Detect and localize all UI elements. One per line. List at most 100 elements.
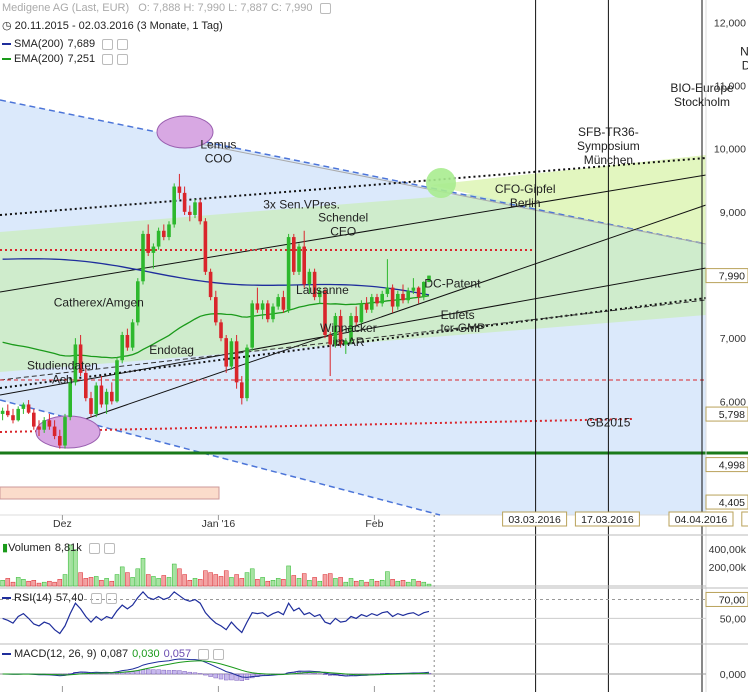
sma-swatch (2, 43, 11, 46)
settings-icon[interactable] (90, 592, 102, 604)
event-date-box (502, 511, 568, 527)
candle (42, 417, 46, 433)
candle (151, 243, 156, 269)
candle (172, 183, 176, 228)
candle-body (156, 230, 161, 247)
settings-icon[interactable] (102, 38, 114, 50)
event-date-label: 03.03.2016 (508, 514, 561, 526)
event-date-box (741, 511, 748, 527)
annotation-label: Eufets (441, 308, 475, 322)
rsi-legend[interactable]: RSI(14) 57,40 (2, 592, 117, 605)
volume-bar (239, 578, 245, 587)
candle-body (240, 382, 244, 399)
candle (68, 379, 72, 421)
price-pill: 5,798 (705, 406, 748, 422)
event-date-box (668, 511, 734, 527)
macd-hist-bar (99, 673, 104, 675)
macd-legend[interactable]: MACD(12, 26, 9) 0,087 0,030 0,057 (2, 648, 225, 661)
annotation-label: COO (205, 152, 232, 166)
candle (427, 275, 431, 283)
settings-icon[interactable] (198, 648, 210, 660)
macd-hist-bar (166, 670, 172, 675)
volume-bar (130, 577, 135, 587)
settings-icon[interactable] (102, 53, 114, 65)
volume-bar (411, 579, 416, 587)
volume-bar (41, 581, 47, 587)
candle (120, 331, 124, 364)
volume-bar (10, 581, 16, 587)
y-tick-label: 10,000 (714, 144, 746, 156)
macd-hist-bar (140, 669, 146, 675)
candle (167, 221, 171, 241)
sma-value: 7,689 (67, 38, 96, 50)
settings-icon[interactable] (88, 542, 100, 554)
annotation-label: GB2015 (586, 416, 630, 430)
volume-bar (57, 579, 63, 587)
volume-bar (47, 580, 52, 587)
volume-bar (353, 580, 359, 587)
close-icon[interactable] (213, 648, 225, 660)
volume-bar (208, 572, 213, 587)
candle-body (396, 293, 400, 307)
candle (359, 300, 364, 326)
settings-icon[interactable] (319, 2, 331, 14)
candle (307, 268, 312, 294)
close-icon[interactable] (117, 38, 129, 50)
volume-bar (5, 578, 11, 587)
candle (110, 382, 114, 405)
volume-bar (88, 577, 94, 587)
volume-bar (78, 572, 83, 587)
close-icon[interactable] (103, 542, 115, 554)
candle (188, 205, 192, 222)
candle (162, 224, 166, 241)
annotation-label: Lemus (200, 138, 236, 152)
volume-bar (421, 581, 427, 587)
candle-body (58, 436, 62, 446)
volume-bar (104, 578, 109, 587)
hist-value: 0,057 (163, 648, 192, 660)
volume-bar (359, 580, 364, 587)
candle-body (26, 404, 31, 413)
candle (63, 413, 67, 449)
candle-body (162, 230, 166, 238)
rsi-line (2, 591, 430, 635)
event-date-pill: 18.04.2016 (741, 511, 748, 527)
volume-bar (400, 580, 406, 587)
candle (26, 400, 31, 414)
volume-bar (379, 580, 385, 587)
candle (390, 284, 395, 313)
volume-bar (229, 577, 234, 587)
period-text: 20.11.2015 - 02.03.2016 (3 Monate, 1 Tag… (14, 20, 223, 32)
candle (136, 278, 140, 326)
candle (203, 218, 208, 275)
volume-bar (182, 574, 187, 587)
annotation-label: SFB-TR36- (578, 125, 639, 139)
price-pill-label: 7,990 (719, 271, 745, 283)
macd-hist-bar (156, 669, 161, 675)
legend-ema[interactable]: EMA(200) 7,251 (2, 53, 129, 66)
candle-body (281, 297, 286, 310)
volume-legend[interactable]: ▮Volumen 8,81k (2, 542, 115, 555)
macd-hist-bar (218, 673, 224, 680)
volume-bar (296, 578, 302, 587)
macd-hist-bar (171, 670, 177, 675)
volume-bar (275, 578, 281, 587)
level-red-dotted-lower (0, 418, 633, 433)
candle (99, 376, 104, 408)
candle (146, 224, 150, 257)
candle-body (120, 334, 124, 361)
candle-body (84, 372, 88, 399)
trendline-black-dotted-upper (0, 157, 707, 216)
macd-hist-bar (197, 673, 203, 675)
candle-body (370, 297, 374, 310)
close-icon[interactable] (105, 592, 117, 604)
trendline-black-dotted-lower (0, 297, 707, 389)
volume-pane: 400,00k 200,00k (0, 544, 748, 589)
price-pill-box (705, 494, 748, 510)
legend-sma[interactable]: SMA(200) 7,689 (2, 38, 129, 51)
close-icon[interactable] (117, 53, 129, 65)
trend-lines (0, 99, 748, 516)
candle (396, 290, 400, 310)
candle-body (136, 281, 140, 323)
x-tick-label: Feb (365, 518, 383, 530)
